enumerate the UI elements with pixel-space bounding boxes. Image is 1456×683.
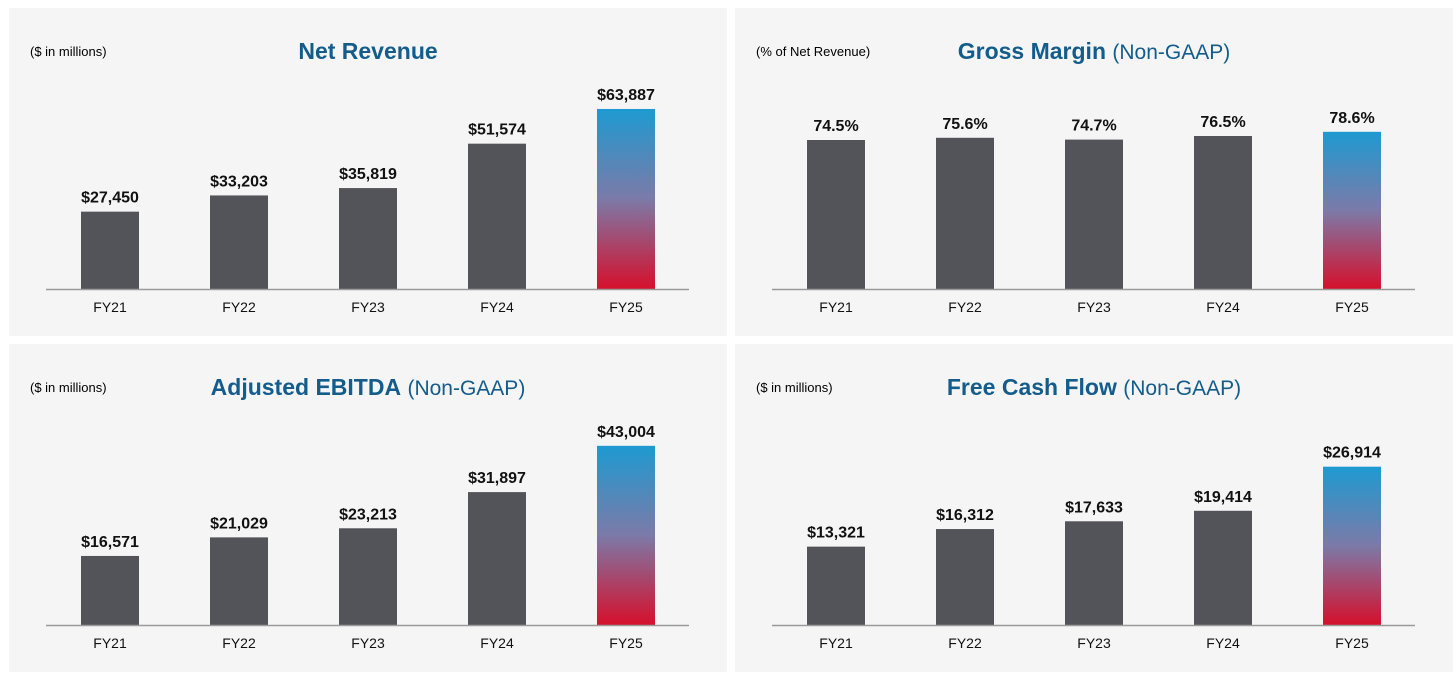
data-label-fy23: $23,213 bbox=[339, 506, 397, 523]
chart-title: Free Cash Flow (Non-GAAP) bbox=[735, 374, 1453, 401]
tick-label-fy23: FY23 bbox=[1077, 299, 1111, 315]
tick-label-fy25: FY25 bbox=[1335, 299, 1369, 315]
bar-fy23 bbox=[1065, 139, 1123, 289]
bar-fy22 bbox=[936, 529, 994, 625]
chart-title-subtitle: (Non-GAAP) bbox=[1112, 41, 1231, 64]
data-label-fy23: $17,633 bbox=[1065, 499, 1123, 516]
unit-note: ($ in millions) bbox=[756, 380, 833, 395]
unit-note: (% of Net Revenue) bbox=[756, 44, 871, 59]
tick-label-fy22: FY22 bbox=[948, 299, 982, 315]
bar-fy24 bbox=[468, 492, 526, 625]
chart-title: Net Revenue bbox=[9, 38, 727, 65]
tick-label-fy25: FY25 bbox=[1335, 635, 1369, 651]
bar-fy22 bbox=[210, 195, 268, 289]
data-label-fy25: $63,887 bbox=[597, 87, 655, 104]
tick-label-fy24: FY24 bbox=[480, 635, 514, 651]
tick-label-fy24: FY24 bbox=[1206, 299, 1240, 315]
bar-fy24 bbox=[468, 143, 526, 289]
bar-fy23 bbox=[339, 188, 397, 289]
data-label-fy24: 76.5% bbox=[1200, 114, 1245, 131]
data-label-fy22: $16,312 bbox=[936, 507, 994, 524]
net-revenue-chart: $27,450 FY21 $33,203 FY22 $35,819 FY23 $51,574… bbox=[46, 87, 689, 315]
bar-fy22 bbox=[936, 137, 994, 289]
unit-note: ($ in millions) bbox=[30, 44, 107, 59]
bar-fy22 bbox=[210, 537, 268, 625]
bar-fy24 bbox=[1194, 510, 1252, 625]
data-label-fy25: $43,004 bbox=[597, 424, 655, 441]
tick-label-fy24: FY24 bbox=[1206, 635, 1240, 651]
net-revenue-panel: ($ in millions) Net Revenue $27,450 FY21 $… bbox=[9, 8, 727, 336]
gross-margin-chart: 74.5% FY21 75.6% FY22 74.7% FY23 76.5% FY24 78.6… bbox=[772, 110, 1415, 315]
tick-label-fy25: FY25 bbox=[609, 635, 643, 651]
free-cash-flow-chart: $13,321 FY21 $16,312 FY22 $17,633 FY23 $19,414… bbox=[772, 445, 1415, 651]
chart-title-main: Gross Margin bbox=[957, 38, 1106, 64]
tick-label-fy21: FY21 bbox=[819, 635, 853, 651]
tick-label-fy21: FY21 bbox=[93, 635, 127, 651]
data-label-fy25: $26,914 bbox=[1323, 445, 1381, 462]
bar-fy24 bbox=[1194, 136, 1252, 289]
chart-title-main: Free Cash Flow bbox=[946, 374, 1117, 400]
chart-title-subtitle: (Non-GAAP) bbox=[1123, 377, 1242, 400]
bar-fy21 bbox=[807, 546, 865, 625]
bar-fy25 bbox=[597, 445, 655, 625]
data-label-fy22: $33,203 bbox=[210, 173, 268, 190]
data-label-fy25: 78.6% bbox=[1329, 110, 1374, 127]
bar-fy21 bbox=[807, 140, 865, 289]
data-label-fy21: $16,571 bbox=[81, 534, 139, 551]
unit-note: ($ in millions) bbox=[30, 380, 107, 395]
data-label-fy23: 74.7% bbox=[1071, 118, 1116, 135]
bar-fy25 bbox=[597, 108, 655, 289]
data-label-fy24: $19,414 bbox=[1194, 489, 1252, 506]
tick-label-fy21: FY21 bbox=[819, 299, 853, 315]
data-label-fy23: $35,819 bbox=[339, 166, 397, 183]
chart-title-main: Net Revenue bbox=[298, 38, 438, 64]
bar-fy21 bbox=[81, 211, 139, 289]
chart-title-main: Adjusted EBITDA bbox=[210, 374, 402, 400]
bar-fy23 bbox=[339, 528, 397, 625]
tick-label-fy23: FY23 bbox=[1077, 635, 1111, 651]
tick-label-fy25: FY25 bbox=[609, 299, 643, 315]
data-label-fy22: $21,029 bbox=[210, 515, 268, 532]
chart-title: Adjusted EBITDA (Non-GAAP) bbox=[9, 374, 727, 401]
tick-label-fy22: FY22 bbox=[222, 635, 256, 651]
bar-fy21 bbox=[81, 555, 139, 625]
tick-label-fy21: FY21 bbox=[93, 299, 127, 315]
tick-label-fy22: FY22 bbox=[222, 299, 256, 315]
bar-fy25 bbox=[1323, 131, 1381, 289]
tick-label-fy23: FY23 bbox=[351, 635, 385, 651]
tick-label-fy24: FY24 bbox=[480, 299, 514, 315]
data-label-fy24: $31,897 bbox=[468, 470, 526, 487]
bar-fy25 bbox=[1323, 466, 1381, 625]
bar-fy23 bbox=[1065, 521, 1123, 625]
data-label-fy22: 75.6% bbox=[942, 116, 987, 133]
tick-label-fy22: FY22 bbox=[948, 635, 982, 651]
free-cash-flow-panel: ($ in millions) Free Cash Flow (Non-GAAP… bbox=[735, 344, 1453, 672]
chart-title-subtitle: (Non-GAAP) bbox=[407, 377, 526, 400]
data-label-fy24: $51,574 bbox=[468, 122, 526, 139]
data-label-fy21: $13,321 bbox=[807, 525, 865, 542]
adjusted-ebitda-chart: $16,571 FY21 $21,029 FY22 $23,213 FY23 $31,897… bbox=[46, 424, 689, 651]
gross-margin-panel: (% of Net Revenue) Gross Margin (Non-GAA… bbox=[735, 8, 1453, 336]
adjusted-ebitda-panel: ($ in millions) Adjusted EBITDA (Non-GAA… bbox=[9, 344, 727, 672]
tick-label-fy23: FY23 bbox=[351, 299, 385, 315]
chart-title: Gross Margin (Non-GAAP) bbox=[735, 38, 1453, 65]
data-label-fy21: $27,450 bbox=[81, 190, 139, 207]
data-label-fy21: 74.5% bbox=[813, 118, 858, 135]
